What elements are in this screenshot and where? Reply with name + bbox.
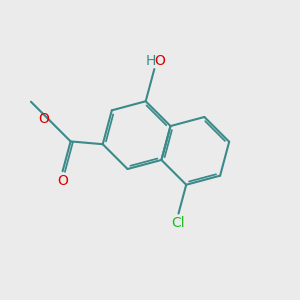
Text: Cl: Cl bbox=[172, 216, 185, 230]
Text: O: O bbox=[39, 112, 50, 126]
Text: H: H bbox=[145, 54, 156, 68]
Text: O: O bbox=[57, 174, 68, 188]
Text: O: O bbox=[154, 54, 165, 68]
